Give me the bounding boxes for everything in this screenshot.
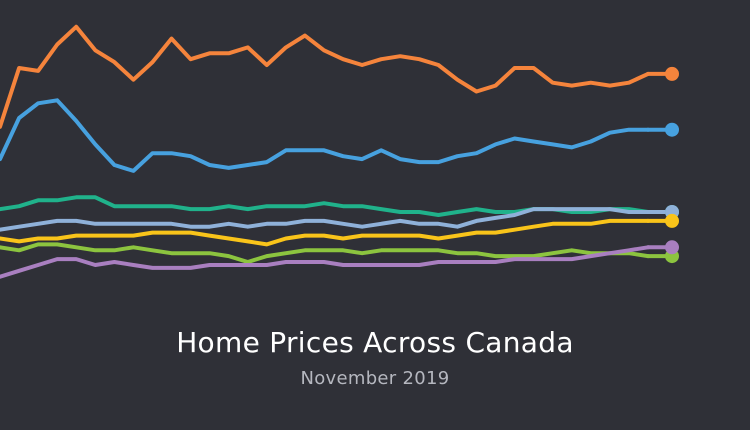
chart-title: Home Prices Across Canada	[176, 326, 574, 359]
series-end-marker-7	[665, 240, 679, 255]
series-line-4	[0, 207, 650, 232]
series-line-3	[0, 195, 650, 217]
series-end-marker-2	[665, 122, 679, 137]
series-end-marker-5	[665, 213, 679, 228]
chart-subtitle: November 2019	[300, 368, 450, 389]
series-line-7	[0, 245, 650, 279]
series-line-1	[0, 24, 650, 129]
series-line-5	[0, 218, 650, 247]
series-line-2	[0, 98, 650, 173]
series-end-marker-1	[665, 66, 679, 81]
series-line-6	[0, 242, 650, 264]
